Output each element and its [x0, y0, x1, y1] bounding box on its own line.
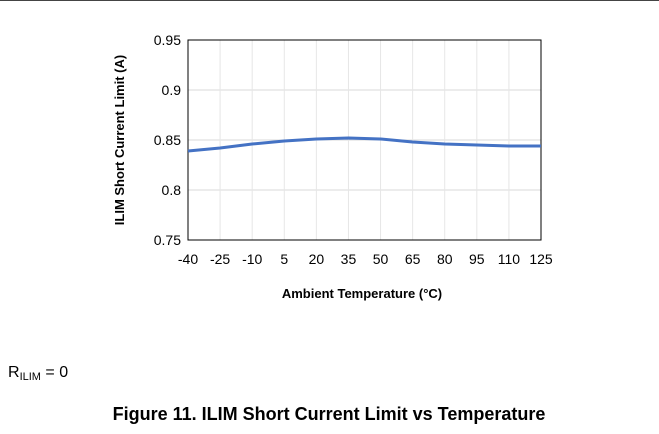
note-symbol: R: [8, 364, 20, 381]
x-axis-label: Ambient Temperature (°C): [282, 286, 442, 301]
y-tick-label: 0.8: [162, 182, 182, 198]
data-line: [187, 136, 541, 153]
figure-caption: Figure 11. ILIM Short Current Limit vs T…: [113, 404, 546, 424]
x-tick-label: 125: [529, 251, 553, 267]
x-tick-label: 80: [437, 251, 453, 267]
x-tick-label: 110: [498, 251, 521, 267]
x-tick-label: -40: [178, 251, 198, 267]
x-tick-label: 5: [280, 251, 288, 267]
y-tick-label: 0.75: [154, 232, 181, 248]
y-axis-label: ILIM Short Current Limit (A): [112, 55, 127, 225]
plot-frame: [187, 39, 542, 241]
x-tick-label: -10: [242, 251, 262, 267]
x-tick-label: 65: [405, 251, 421, 267]
note-rest: = 0: [41, 364, 68, 381]
condition-note: RILIM = 0: [8, 364, 68, 383]
y-tick-label: 0.9: [162, 82, 182, 98]
x-tick-label: 20: [309, 251, 325, 267]
x-tick-label: 35: [341, 251, 357, 267]
x-tick-label: 95: [469, 251, 485, 267]
y-tick-label: 0.95: [154, 32, 181, 48]
y-tick-label: 0.85: [154, 132, 181, 148]
note-subscript: ILIM: [20, 371, 41, 383]
x-tick-label: -25: [210, 251, 230, 267]
x-tick-label: 50: [373, 251, 389, 267]
